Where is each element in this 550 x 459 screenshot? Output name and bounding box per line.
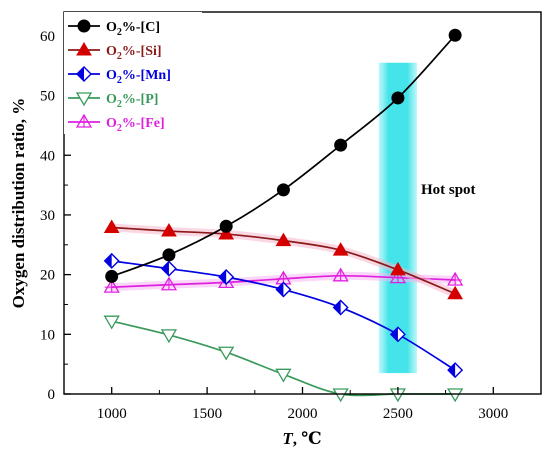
hotspot-label: Hot spot [421,182,476,198]
legend-marker [75,113,93,128]
series-c [105,28,462,283]
legend-label: O2%-[P] [106,92,158,110]
data-point [218,269,235,286]
data-point [160,260,177,277]
data-point [390,261,406,276]
series-mn [103,252,464,379]
data-point [332,388,349,403]
legend-label: O2%-[Mn] [106,68,171,86]
data-point [275,368,292,383]
x-tick-label: 1000 [97,406,127,422]
legend-marker [76,42,92,56]
data-point [103,315,120,330]
legend-marker [77,19,91,33]
data-point [332,242,349,256]
series-si [103,219,464,300]
data-point [161,223,177,237]
data-point [218,346,235,361]
data-point [219,219,233,233]
data-point [160,329,178,344]
data-point [162,248,176,262]
data-point [275,281,292,298]
data-point [275,232,292,247]
y-tick-label: 40 [40,148,55,164]
x-axis-label-italic: T [282,429,293,448]
legend-marker [76,66,92,82]
y-tick-label: 30 [40,208,55,224]
data-point [332,299,349,316]
x-tick-label: 1500 [192,406,222,422]
hotspot-band [378,62,417,374]
data-point [389,326,406,343]
y-axis-label: Oxygen distribution ratio, % [9,98,28,309]
data-point [391,91,405,105]
data-point [103,252,120,269]
legend-label: O2%-[Fe] [106,116,165,134]
data-point [447,362,464,379]
data-point [160,276,178,291]
x-tick-label: 3000 [478,406,508,422]
x-axis-label-unit: , ℃ [293,429,322,448]
legend-label: O2%-[Si] [106,44,162,62]
data-point [105,269,119,283]
data-point [447,388,464,403]
data-point [276,183,290,197]
x-tick-label: 2500 [383,406,413,422]
data-point [332,267,349,282]
y-tick-label: 60 [40,29,55,45]
data-point [448,28,462,42]
data-point [447,271,464,286]
data-point [334,138,348,152]
y-tick-label: 20 [40,268,55,284]
y-tick-label: 10 [40,327,55,343]
data-point [447,285,464,300]
y-tick-label: 0 [48,387,56,403]
legend: O2%-[C] O2%-[Si] O2%-[Mn] O2%-[P] O2%-[Fe] [64,12,202,134]
y-tick-label: 50 [40,89,55,105]
data-point [103,219,120,233]
legend-label: O2%-[C] [106,20,160,38]
x-axis-label: T, ℃ [282,429,321,448]
x-tick-label: 2000 [288,406,318,422]
data-point [218,226,235,240]
legend-marker [75,92,93,107]
